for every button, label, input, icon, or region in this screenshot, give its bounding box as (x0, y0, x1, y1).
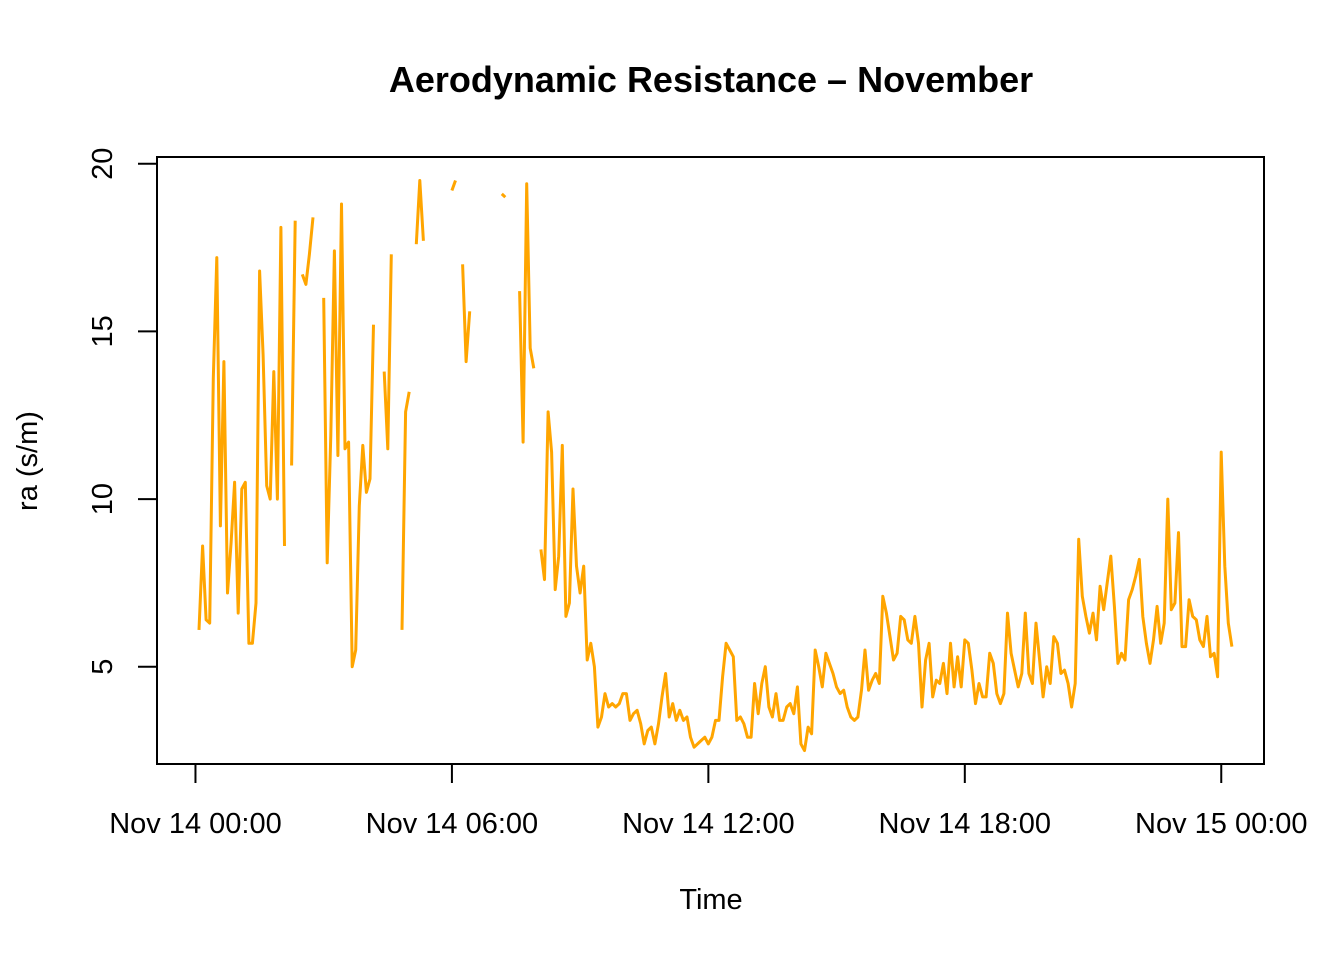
series-line-segment (539, 410, 1234, 753)
plot-frame (156, 156, 1265, 765)
series-line-segment (290, 220, 297, 466)
x-tick-label: Nov 14 00:00 (109, 808, 282, 840)
y-axis-label: ra (s/m) (12, 411, 44, 511)
series-line-segment (382, 254, 393, 451)
y-tick-label: 20 (87, 148, 119, 180)
y-tick-label: 10 (87, 483, 119, 515)
series-line-segment (400, 391, 411, 630)
series-line-segment (461, 264, 472, 364)
series-line-segment (518, 182, 536, 444)
series-line-segment (322, 202, 375, 669)
chart-title: Aerodynamic Resistance – November (389, 59, 1033, 100)
y-tick-label: 15 (87, 315, 119, 347)
x-tick-label: Nov 14 06:00 (366, 808, 539, 840)
series-line-segment (500, 192, 507, 199)
series-line-segment (450, 179, 457, 192)
x-tick-label: Nov 14 12:00 (622, 808, 795, 840)
x-tick-label: Nov 14 18:00 (879, 808, 1052, 840)
series-line-segment (300, 217, 315, 286)
y-tick-label: 5 (87, 659, 119, 675)
x-tick-label: Nov 15 00:00 (1135, 808, 1308, 840)
series-layer (197, 179, 1234, 753)
series-line-segment (414, 179, 425, 245)
y-axis: 5 10 15 20 (87, 148, 158, 675)
x-axis: Nov 14 00:00 Nov 14 06:00 Nov 14 12:00 Nov … (109, 763, 1308, 840)
x-axis-label: Time (679, 884, 742, 916)
series-line-segment (197, 225, 286, 645)
